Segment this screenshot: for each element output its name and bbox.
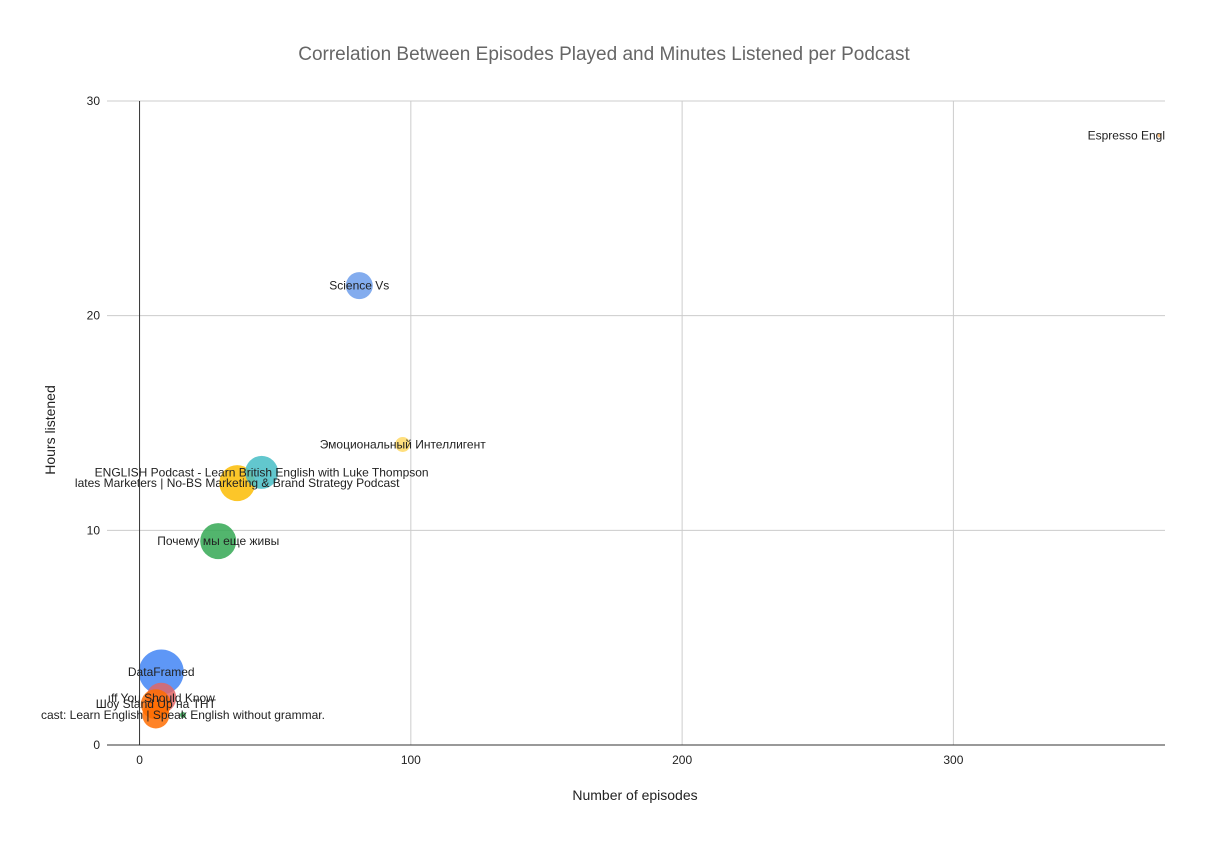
data-point <box>179 711 186 718</box>
data-point <box>245 455 279 489</box>
point-label: ıff You Should Know <box>108 691 216 705</box>
point-label: lates Marketers | No-BS Marketing & Bran… <box>75 476 400 490</box>
point-label: Science Vs <box>329 279 389 293</box>
x-axis-title: Number of episodes <box>572 787 697 803</box>
x-tick-label: 200 <box>672 753 692 767</box>
point-label: Почему мы еще живы <box>157 534 279 548</box>
y-tick-label: 30 <box>87 94 101 108</box>
point-label: Эмоциональный Интеллигент <box>320 437 487 451</box>
grid-lines <box>107 100 1165 745</box>
data-point <box>395 436 411 452</box>
y-tick-label: 20 <box>87 309 101 323</box>
data-points <box>138 133 1162 729</box>
point-label: Шоу Stand Up на ТНТ <box>96 697 217 711</box>
y-axis-title: Hours listened <box>42 385 58 475</box>
chart-title: Correlation Between Episodes Played and … <box>298 44 910 65</box>
x-tick-label: 100 <box>401 753 421 767</box>
data-point <box>138 649 184 695</box>
point-labels: Espresso Engl Science Vs Эмоциональный Инт… <box>41 128 1165 722</box>
point-label: ENGLISH Podcast - Learn British English … <box>95 465 429 479</box>
y-tick-label: 0 <box>93 738 100 752</box>
point-label: cast: Learn English | Speak English with… <box>41 708 325 722</box>
data-point <box>1157 133 1162 138</box>
point-label: DataFramed <box>128 665 195 679</box>
y-tick-label: 10 <box>87 523 101 537</box>
x-tick-label: 300 <box>943 753 963 767</box>
data-point <box>142 701 170 729</box>
x-tick-label: 0 <box>136 753 143 767</box>
point-label: Espresso Engl <box>1088 128 1165 142</box>
data-point <box>200 523 237 560</box>
data-point <box>345 272 373 300</box>
